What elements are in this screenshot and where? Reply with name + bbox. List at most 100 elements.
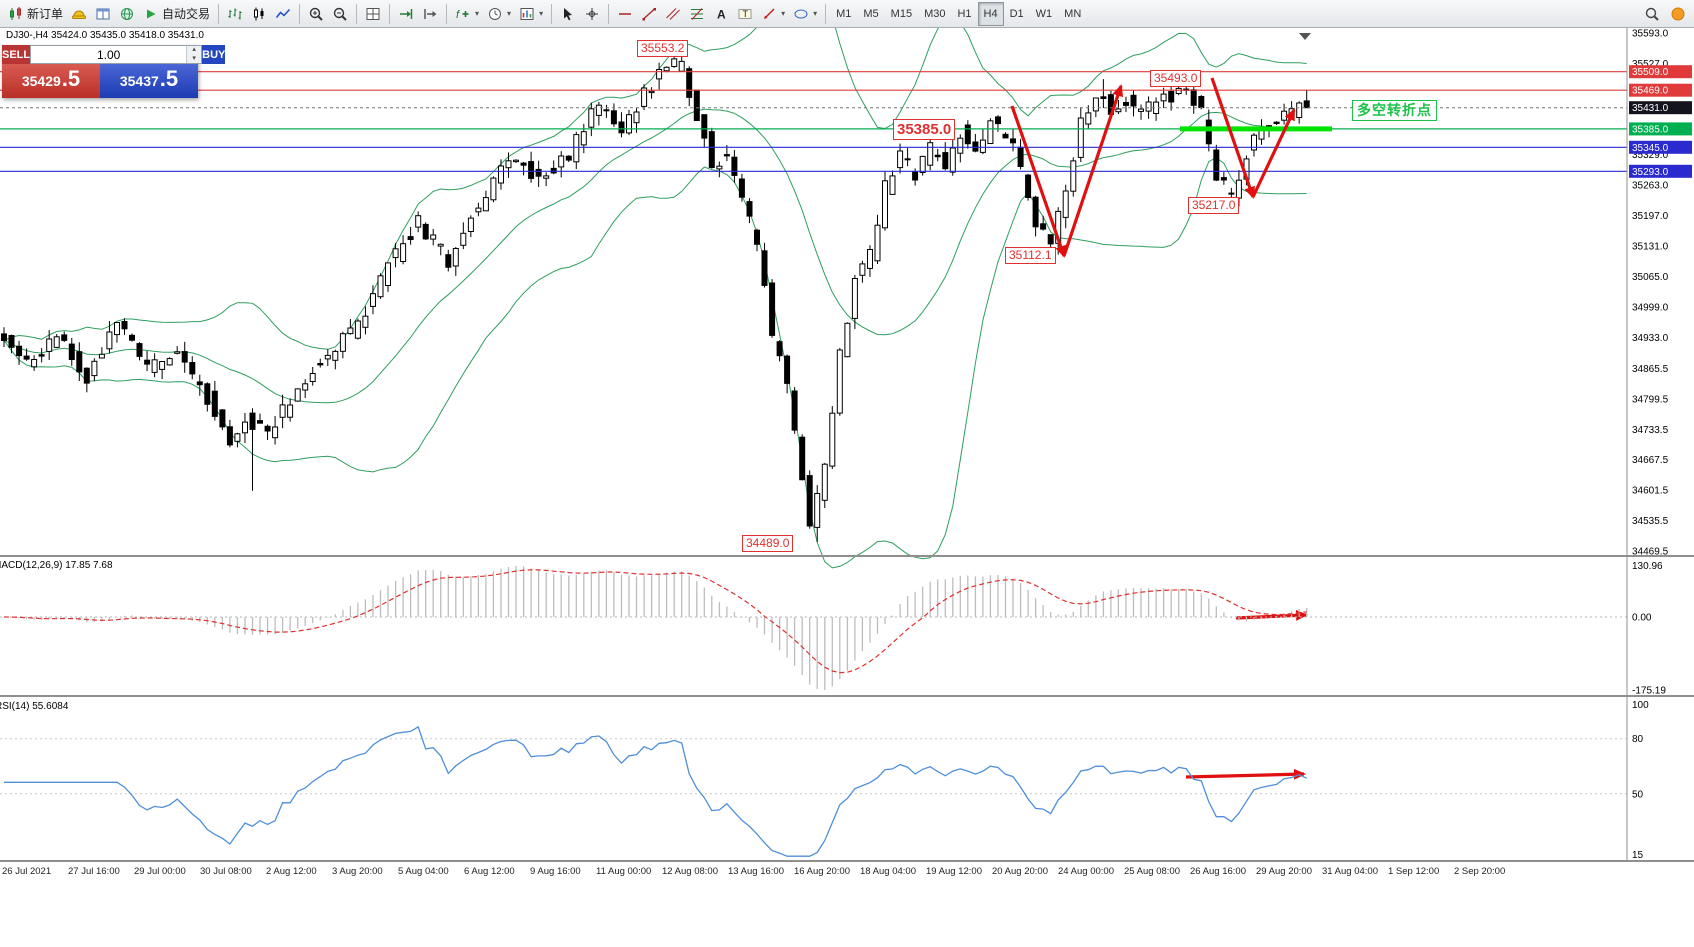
label-button[interactable]: T bbox=[733, 2, 757, 26]
trend-arrow[interactable] bbox=[1185, 768, 1306, 780]
cursor-icon bbox=[560, 6, 576, 22]
macd-signal-line bbox=[3, 569, 1307, 674]
price-annotation[interactable]: 35553.2 bbox=[637, 40, 689, 57]
price-tick: 34799.5 bbox=[1632, 394, 1669, 405]
fibonacci-button[interactable] bbox=[685, 2, 709, 26]
timeframe-d1[interactable]: D1 bbox=[1004, 2, 1030, 26]
timeframe-m5[interactable]: M5 bbox=[857, 2, 884, 26]
rsi-line bbox=[4, 725, 1307, 857]
profiles-button[interactable] bbox=[91, 2, 115, 26]
sell-price: 35429 bbox=[21, 73, 61, 89]
sell-price-fraction: .5 bbox=[61, 66, 81, 91]
zoom-in-button[interactable] bbox=[304, 2, 328, 26]
buy-button[interactable]: 35437.5 bbox=[100, 64, 198, 98]
trendline-button[interactable] bbox=[637, 2, 661, 26]
arrow-icon bbox=[761, 6, 777, 22]
clock-icon bbox=[487, 6, 503, 22]
timeframe-h4[interactable]: H4 bbox=[977, 1, 1004, 26]
buy-tab[interactable]: BUY bbox=[202, 45, 226, 64]
bar-chart-button[interactable] bbox=[223, 2, 247, 26]
new-order-button[interactable]: 新订单 bbox=[4, 2, 67, 26]
price-axis[interactable]: 35593.0 35527.0 35329.0 35263.0 35197.0 35131… bbox=[1626, 28, 1692, 861]
templates-button[interactable]: ▾ bbox=[515, 2, 547, 26]
crosshair-button[interactable] bbox=[580, 2, 604, 26]
price-tick: 34999.0 bbox=[1632, 302, 1669, 313]
search-button[interactable] bbox=[1640, 2, 1664, 26]
auto-scroll-button[interactable] bbox=[394, 2, 418, 26]
macd-panel bbox=[0, 566, 1627, 690]
tile-windows-button[interactable] bbox=[361, 2, 385, 26]
line-chart-button[interactable] bbox=[271, 2, 295, 26]
toolbar-separator bbox=[551, 3, 553, 24]
timeframe-m15[interactable]: M15 bbox=[885, 2, 918, 26]
hat-icon bbox=[71, 6, 87, 22]
volume-increase-button[interactable]: ▴ bbox=[187, 46, 202, 55]
macd-tick: 0.00 bbox=[1632, 613, 1652, 624]
dropdown-caret-icon[interactable]: ▾ bbox=[475, 9, 480, 18]
timeframe-mn[interactable]: MN bbox=[1058, 2, 1087, 26]
channel-button[interactable] bbox=[661, 2, 685, 26]
chart-shift-marker[interactable] bbox=[1299, 33, 1311, 40]
timeframe-m30[interactable]: M30 bbox=[918, 2, 951, 26]
hat-button[interactable] bbox=[67, 2, 91, 26]
price-annotation[interactable]: 35385.0 bbox=[893, 119, 956, 140]
timeframe-w1[interactable]: W1 bbox=[1030, 2, 1059, 26]
buy-price-fraction: .5 bbox=[159, 66, 179, 91]
trend-arrow[interactable] bbox=[1062, 84, 1124, 257]
dropdown-caret-icon[interactable]: ▾ bbox=[813, 9, 818, 18]
chart-area[interactable]: 35593.0 35527.0 35329.0 35263.0 35197.0 35131… bbox=[0, 28, 1694, 947]
volume-decrease-button[interactable]: ▾ bbox=[187, 54, 202, 63]
fibo-icon bbox=[689, 6, 705, 22]
time-tick: 16 Aug 20:00 bbox=[794, 866, 850, 877]
price-badge-text: 35293.0 bbox=[1632, 167, 1669, 178]
dot-icon bbox=[1670, 6, 1686, 22]
chart-shift-button[interactable] bbox=[418, 2, 442, 26]
price-tick: 35197.0 bbox=[1632, 211, 1669, 222]
periods-button[interactable]: ▾ bbox=[483, 2, 515, 26]
chart-canvas[interactable]: 35593.0 35527.0 35329.0 35263.0 35197.0 35131… bbox=[0, 28, 1694, 947]
dropdown-caret-icon[interactable]: ▾ bbox=[507, 9, 512, 18]
cursor-button[interactable] bbox=[556, 2, 580, 26]
community-button[interactable] bbox=[115, 2, 139, 26]
sell-tab[interactable]: SELL bbox=[2, 45, 31, 64]
indicators-button[interactable]: f ▾ bbox=[451, 2, 483, 26]
trend-arrow[interactable] bbox=[1210, 77, 1255, 199]
candlestick-chart-button[interactable] bbox=[247, 2, 271, 26]
price-tick: 35131.0 bbox=[1632, 242, 1669, 253]
level-lines bbox=[0, 71, 1627, 172]
arrows-button[interactable]: ▾ bbox=[757, 2, 789, 26]
bars-icon bbox=[227, 6, 243, 22]
dropdown-caret-icon[interactable]: ▾ bbox=[539, 9, 544, 18]
time-tick: 26 Aug 16:00 bbox=[1190, 866, 1246, 877]
text-button[interactable]: A bbox=[709, 2, 733, 26]
time-tick: 29 Jul 00:00 bbox=[134, 866, 186, 877]
volume-input[interactable] bbox=[31, 46, 187, 63]
price-annotation[interactable]: 35493.0 bbox=[1150, 70, 1202, 87]
shapes-button[interactable]: ▾ bbox=[789, 2, 821, 26]
indicators-icon: f bbox=[455, 6, 471, 22]
price-annotation[interactable]: 35112.1 bbox=[1005, 247, 1056, 264]
sell-button[interactable]: 35429.5 bbox=[2, 64, 100, 98]
trend-arrow[interactable] bbox=[1251, 108, 1296, 198]
price-badge bbox=[1629, 65, 1692, 79]
dropdown-caret-icon[interactable]: ▾ bbox=[781, 9, 786, 18]
price-badge bbox=[1629, 164, 1692, 178]
hline-icon bbox=[617, 6, 633, 22]
auto-trading-button[interactable]: 自动交易 bbox=[139, 2, 214, 26]
price-annotation[interactable]: 34489.0 bbox=[742, 535, 794, 552]
price-badge bbox=[1629, 122, 1692, 136]
panel-separators bbox=[0, 555, 1694, 862]
price-annotation[interactable]: 35217.0 bbox=[1188, 197, 1240, 214]
note-annotation[interactable]: 多空转折点 bbox=[1352, 100, 1437, 121]
alert-button[interactable] bbox=[1666, 2, 1690, 26]
one-click-trading-panel: SELL ▴ ▾ BUY 35429.5 35437.5 bbox=[2, 45, 226, 98]
zoom-out-button[interactable] bbox=[328, 2, 352, 26]
text-icon: A bbox=[713, 6, 729, 22]
timeframe-h1[interactable]: H1 bbox=[951, 2, 977, 26]
timeframe-m1[interactable]: M1 bbox=[830, 2, 857, 26]
time-axis[interactable]: 26 Jul 2021 27 Jul 16:00 29 Jul 00:00 30 Ju… bbox=[2, 866, 1505, 877]
time-tick: 27 Jul 16:00 bbox=[68, 866, 120, 877]
play-icon bbox=[143, 6, 159, 22]
trend-arrow[interactable] bbox=[1010, 105, 1066, 258]
horizontal-line-button[interactable] bbox=[613, 2, 637, 26]
